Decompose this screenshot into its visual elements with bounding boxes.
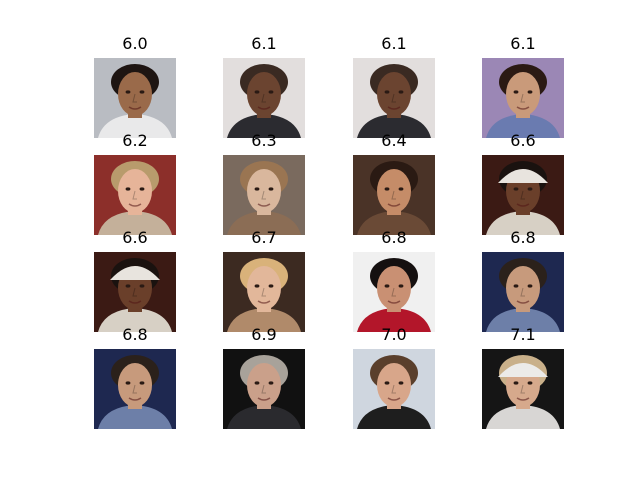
face-image (482, 58, 564, 138)
score-label: 6.1 (510, 34, 536, 53)
score-label: 6.4 (381, 131, 407, 150)
score-label: 6.6 (510, 131, 536, 150)
face-image (482, 252, 564, 332)
face-image (94, 349, 176, 429)
face-thumbnail (353, 349, 435, 429)
score-label: 6.8 (122, 325, 148, 344)
face-image (94, 155, 176, 235)
score-label: 6.6 (122, 228, 148, 247)
face-thumbnail (353, 58, 435, 138)
face-image (94, 58, 176, 138)
face-thumbnail (223, 58, 305, 138)
face-thumbnail (223, 252, 305, 332)
face-thumbnail (94, 58, 176, 138)
score-label: 6.1 (251, 34, 277, 53)
score-label: 6.0 (122, 34, 148, 53)
face-thumbnail (482, 155, 564, 235)
face-thumbnail (482, 349, 564, 429)
face-image (223, 155, 305, 235)
face-image (94, 252, 176, 332)
score-label: 6.9 (251, 325, 277, 344)
score-label: 7.0 (381, 325, 407, 344)
score-label: 6.2 (122, 131, 148, 150)
score-label: 6.3 (251, 131, 277, 150)
face-image (353, 349, 435, 429)
face-image (353, 252, 435, 332)
score-label: 6.7 (251, 228, 277, 247)
face-thumbnail (223, 349, 305, 429)
face-image (353, 155, 435, 235)
face-thumbnail (94, 155, 176, 235)
face-thumbnail (482, 58, 564, 138)
face-image (482, 349, 564, 429)
face-image (223, 58, 305, 138)
face-thumbnail (94, 349, 176, 429)
face-image (223, 252, 305, 332)
score-label: 6.1 (381, 34, 407, 53)
score-label: 7.1 (510, 325, 536, 344)
score-label: 6.8 (381, 228, 407, 247)
face-thumbnail (353, 252, 435, 332)
face-image (223, 349, 305, 429)
face-thumbnail (353, 155, 435, 235)
face-thumbnail (223, 155, 305, 235)
score-label: 6.8 (510, 228, 536, 247)
face-image (482, 155, 564, 235)
face-thumbnail (94, 252, 176, 332)
face-image (353, 58, 435, 138)
face-thumbnail (482, 252, 564, 332)
